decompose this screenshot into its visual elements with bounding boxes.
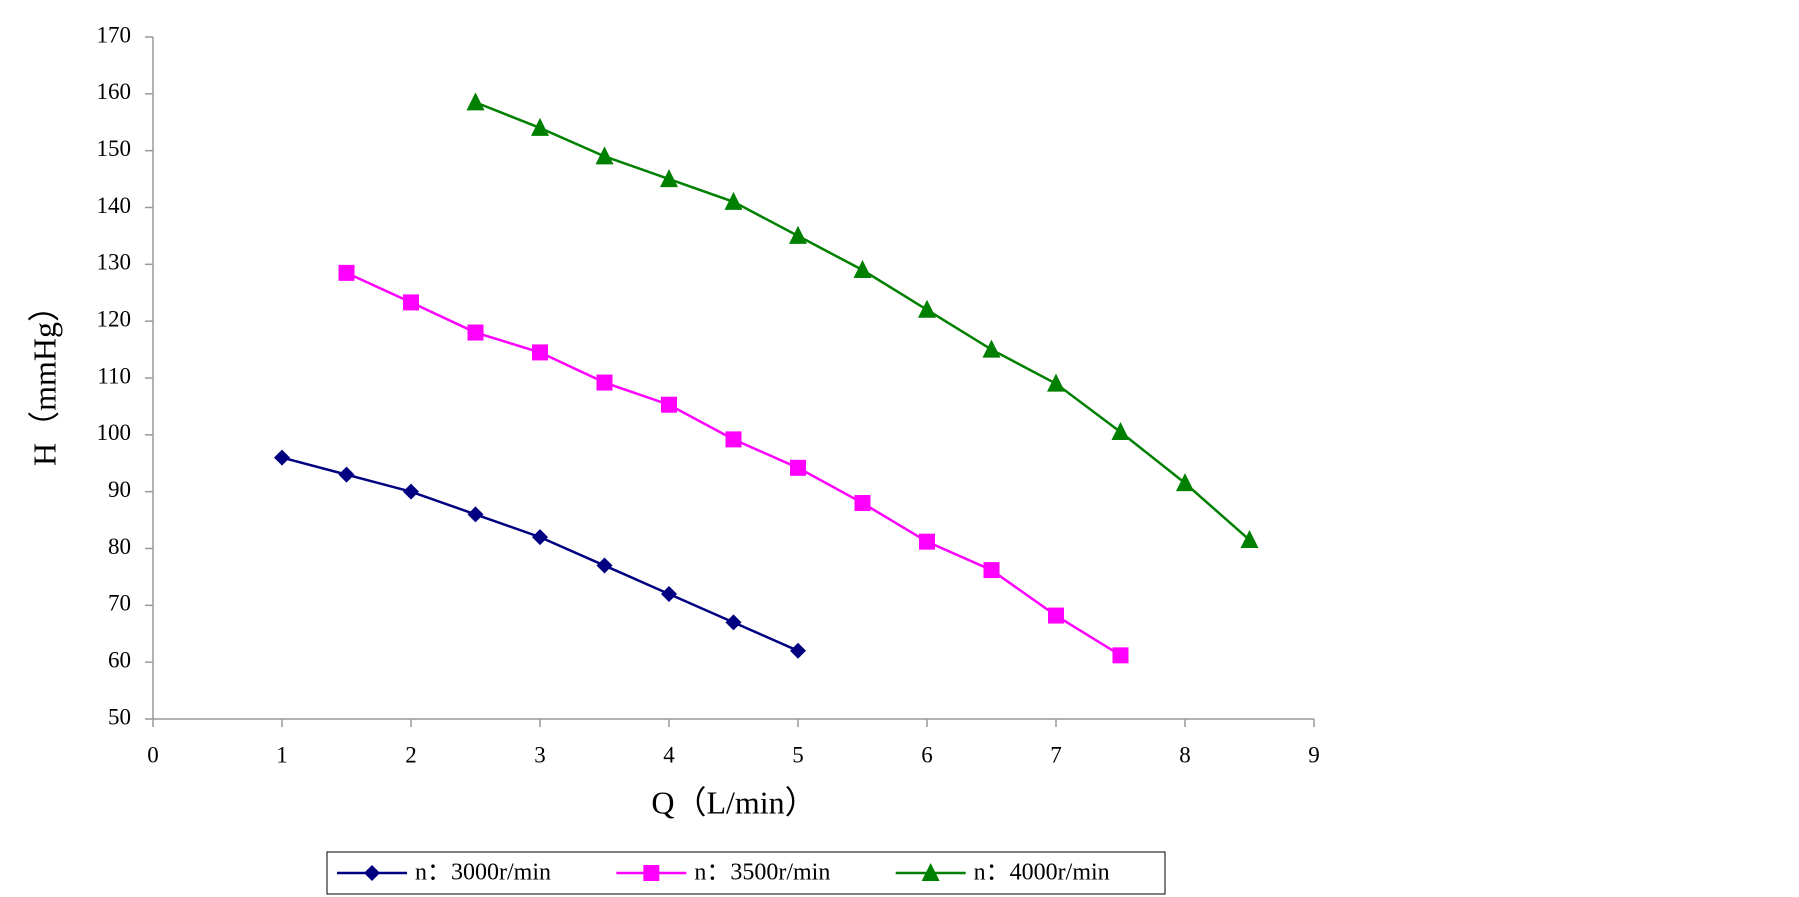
marker [1112, 647, 1129, 664]
legend-label: n：3000r/min [415, 860, 551, 886]
marker [854, 495, 871, 512]
x-tick-label: 6 [921, 742, 933, 767]
y-axis-title: H（mmHg） [26, 290, 62, 466]
marker [725, 614, 742, 631]
marker [921, 863, 940, 881]
marker [853, 260, 872, 279]
x-tick-label: 3 [534, 742, 546, 767]
x-tick-label: 2 [405, 742, 417, 767]
marker [596, 557, 613, 574]
legend-label: n：3500r/min [694, 860, 830, 886]
marker [467, 506, 484, 523]
marker [1176, 473, 1194, 492]
marker [982, 339, 1001, 358]
x-axis-title: Q（L/min） [651, 784, 816, 820]
marker [531, 117, 549, 136]
series-line [475, 101, 1251, 541]
marker [724, 191, 743, 210]
x-tick-label: 9 [1308, 742, 1320, 767]
y-tick-label: 110 [97, 363, 131, 388]
marker [595, 146, 614, 165]
x-tick-label: 1 [276, 742, 288, 767]
series-line [345, 271, 1122, 657]
y-tick-label: 150 [97, 136, 132, 161]
series-line [281, 456, 799, 652]
marker [918, 299, 936, 318]
marker [660, 169, 678, 188]
x-tick-label: 7 [1050, 742, 1062, 767]
marker [338, 264, 355, 281]
x-tick-label: 4 [663, 742, 675, 767]
y-tick-label: 160 [97, 79, 132, 104]
marker [466, 92, 485, 111]
y-tick-label: 120 [97, 306, 132, 331]
marker [790, 642, 806, 659]
y-tick-label: 90 [108, 477, 131, 502]
y-tick-label: 170 [97, 22, 132, 47]
marker [532, 529, 548, 546]
marker [532, 344, 548, 361]
marker [338, 466, 355, 483]
marker [364, 865, 380, 881]
legend-box [326, 851, 1166, 895]
legend-label: n：4000r/min [974, 860, 1110, 886]
y-tick-label: 100 [97, 420, 132, 445]
marker [983, 562, 1000, 579]
marker [725, 431, 742, 448]
y-tick-label: 50 [108, 704, 131, 729]
marker [790, 459, 806, 476]
y-tick-label: 140 [97, 193, 132, 218]
marker [661, 585, 677, 602]
marker [403, 483, 419, 500]
marker [1048, 607, 1064, 624]
x-tick-label: 5 [792, 742, 804, 767]
marker [919, 533, 935, 550]
marker [467, 324, 484, 341]
marker [1240, 529, 1259, 548]
y-tick-label: 130 [97, 250, 132, 275]
y-tick-label: 60 [108, 647, 131, 672]
marker [661, 396, 677, 413]
marker [643, 865, 660, 881]
y-tick-label: 80 [108, 534, 131, 559]
marker [1047, 373, 1065, 392]
x-tick-label: 0 [147, 742, 159, 767]
marker [403, 294, 419, 311]
marker [1111, 421, 1130, 440]
x-tick-label: 8 [1179, 742, 1191, 767]
marker [274, 449, 290, 466]
marker [789, 225, 807, 244]
y-tick-label: 70 [108, 591, 131, 616]
marker [596, 374, 613, 391]
